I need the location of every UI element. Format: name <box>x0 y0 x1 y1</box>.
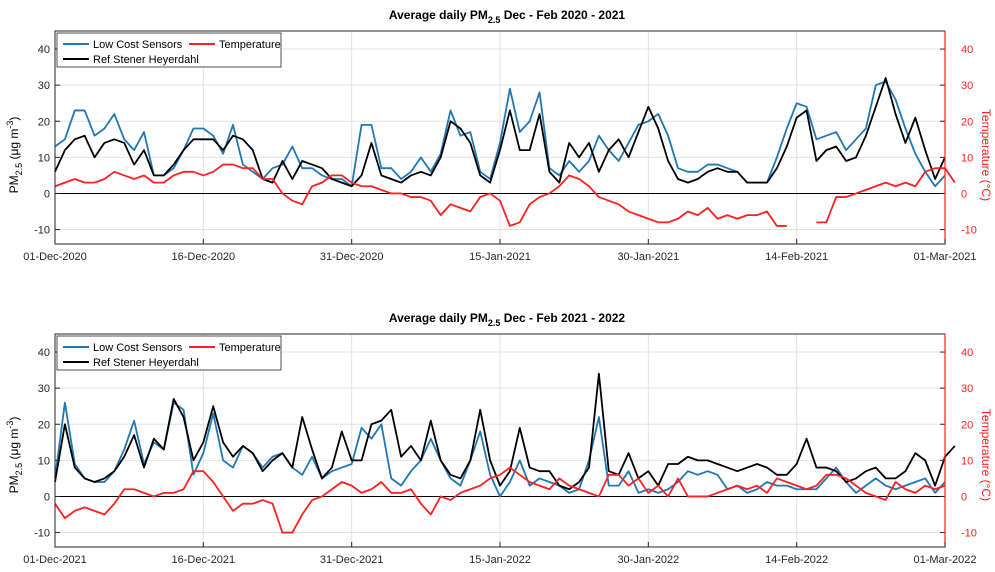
y2-tick-label: 10 <box>961 152 973 164</box>
y2-tick-label: 0 <box>961 188 967 200</box>
y-tick-label: -10 <box>34 528 50 540</box>
legend-label-ref: Ref Stener Heyerdahl <box>93 54 199 66</box>
series-line-temp <box>54 466 946 534</box>
x-tick-label: 14-Feb-2022 <box>765 554 828 566</box>
x-tick-label: 16-Dec-2020 <box>172 251 236 263</box>
y2-tick-label: -10 <box>961 225 977 237</box>
x-tick-label: 14-Feb-2021 <box>765 251 828 263</box>
x-tick-label: 16-Dec-2021 <box>172 554 236 566</box>
x-tick-label: 30-Jan-2021 <box>617 251 679 263</box>
y2-tick-label: 20 <box>961 419 973 431</box>
chart-panel-2021-2022: Average daily PM2.5 Dec - Feb 2021 - 202… <box>5 311 993 566</box>
y2-tick-label: 20 <box>961 116 973 128</box>
x-tick-label: 01-Mar-2022 <box>914 554 977 566</box>
y-tick-label: 30 <box>38 80 50 92</box>
y-tick-label: 20 <box>38 419 50 431</box>
y2-tick-label: 0 <box>961 491 967 503</box>
legend-label-low: Low Cost Sensors <box>93 39 183 51</box>
y-tick-label: 40 <box>38 44 50 56</box>
y-tick-label: 20 <box>38 116 50 128</box>
x-tick-label: 30-Jan-2022 <box>617 554 679 566</box>
y2-tick-label: 40 <box>961 347 973 359</box>
legend-label-temp: Temperature <box>219 342 281 354</box>
legend-label-low: Low Cost Sensors <box>93 342 183 354</box>
x-tick-label: 31-Dec-2020 <box>320 251 384 263</box>
x-tick-label: 15-Jan-2021 <box>469 251 531 263</box>
chart-title: Average daily PM2.5 Dec - Feb 2020 - 202… <box>389 8 626 25</box>
x-tick-label: 01-Mar-2021 <box>914 251 977 263</box>
y2-tick-label: 40 <box>961 44 973 56</box>
y2-tick-label: 30 <box>961 383 973 395</box>
series-line-ref <box>54 372 956 491</box>
y2-axis-label: Temperature (°C) <box>979 109 993 201</box>
legend-label-temp: Temperature <box>219 39 281 51</box>
y-tick-label: -10 <box>34 225 50 237</box>
chart-title: Average daily PM2.5 Dec - Feb 2021 - 202… <box>389 311 626 328</box>
y-tick-label: 40 <box>38 347 50 359</box>
series-line-temp <box>54 163 956 227</box>
y2-axis-label: Temperature (°C) <box>979 409 993 501</box>
legend: Low Cost Sensors Temperature Ref Stener He… <box>56 335 282 371</box>
legend: Low Cost Sensors Temperature Ref Stener He… <box>56 32 282 68</box>
x-tick-label: 01-Dec-2020 <box>23 251 87 263</box>
legend-label-ref: Ref Stener Heyerdahl <box>93 357 199 369</box>
x-tick-label: 01-Dec-2021 <box>23 554 87 566</box>
y2-tick-label: 10 <box>961 455 973 467</box>
series-line-ref <box>54 77 946 188</box>
chart-panel-2020-2021: Average daily PM2.5 Dec - Feb 2020 - 202… <box>5 8 993 263</box>
series-line-low <box>54 80 946 188</box>
y2-tick-label: 30 <box>961 80 973 92</box>
y-tick-label: 0 <box>44 188 50 200</box>
y-axis-label: PM2.5 (μg m-3) <box>5 117 24 194</box>
series-line-low <box>54 401 946 498</box>
svg-text:PM2.5 (μg m-3): PM2.5 (μg m-3) <box>5 117 24 194</box>
y-tick-label: 30 <box>38 383 50 395</box>
x-tick-label: 31-Dec-2021 <box>320 554 384 566</box>
y-tick-label: 10 <box>38 455 50 467</box>
y-axis-label: PM2.5 (μg m-3) <box>5 417 24 494</box>
y-tick-label: 10 <box>38 152 50 164</box>
legend-box <box>56 32 282 68</box>
x-tick-label: 15-Jan-2022 <box>469 554 531 566</box>
y2-tick-label: -10 <box>961 528 977 540</box>
y-tick-label: 0 <box>44 491 50 503</box>
legend-box <box>56 335 282 371</box>
svg-text:PM2.5 (μg m-3): PM2.5 (μg m-3) <box>5 417 24 494</box>
